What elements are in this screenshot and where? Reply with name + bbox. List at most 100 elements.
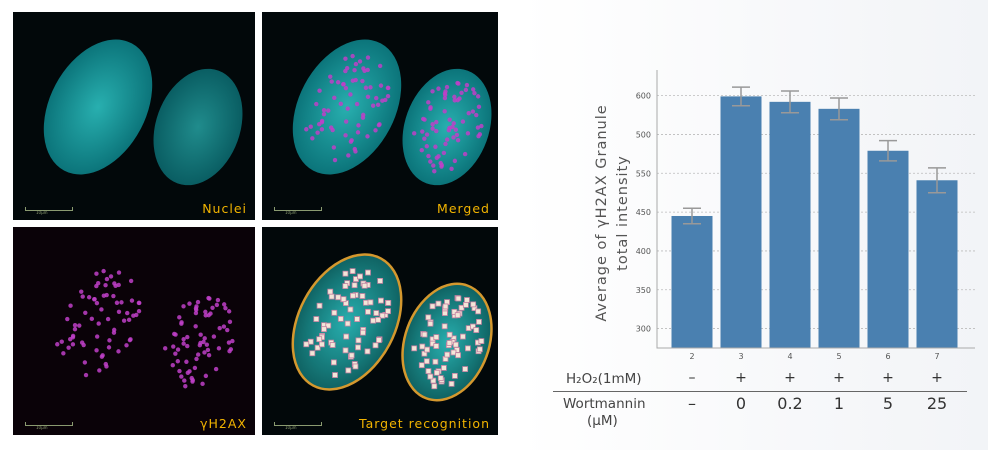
nucleus bbox=[153, 68, 243, 186]
focus-dot bbox=[119, 300, 124, 305]
focus-dot bbox=[200, 381, 205, 387]
focus-box bbox=[345, 367, 352, 374]
focus-dot bbox=[451, 121, 456, 126]
error-bar bbox=[928, 167, 946, 194]
table-cell: + bbox=[882, 370, 894, 386]
scale-bar: 10μm bbox=[25, 422, 73, 430]
focus-box bbox=[462, 366, 469, 372]
focus-dot bbox=[329, 79, 334, 84]
error-bar bbox=[879, 139, 897, 162]
focus-dot bbox=[125, 310, 130, 316]
focus-dot bbox=[380, 98, 385, 103]
focus-box bbox=[470, 301, 477, 308]
focus-dot bbox=[360, 115, 366, 120]
y-tick-label: 350 bbox=[636, 286, 651, 295]
nucleus bbox=[43, 39, 153, 175]
focus-dot bbox=[348, 92, 353, 97]
focus-dot bbox=[419, 147, 424, 153]
focus-dot bbox=[182, 378, 187, 383]
focus-dot bbox=[92, 296, 97, 302]
focus-box bbox=[433, 343, 440, 349]
focus-dot bbox=[449, 166, 454, 172]
focus-box bbox=[337, 315, 344, 322]
y-axis-label: total intensity bbox=[615, 155, 631, 271]
focus-dot bbox=[385, 93, 391, 99]
focus-dot bbox=[434, 155, 440, 160]
bar bbox=[916, 180, 958, 348]
focus-dot bbox=[216, 346, 222, 351]
focus-box bbox=[451, 372, 458, 379]
focus-dot bbox=[116, 270, 122, 275]
focus-box bbox=[316, 302, 323, 309]
y-tick-label: 450 bbox=[636, 208, 651, 217]
focus-dot bbox=[354, 101, 360, 107]
focus-dot bbox=[353, 61, 359, 67]
focus-box bbox=[372, 342, 379, 349]
y-tick-label: 500 bbox=[636, 130, 651, 139]
focus-dot bbox=[206, 353, 212, 358]
focus-box bbox=[349, 268, 356, 275]
focus-dot bbox=[173, 351, 178, 356]
focus-dot bbox=[454, 132, 460, 138]
focus-dot bbox=[66, 345, 71, 350]
focus-dot bbox=[432, 169, 437, 174]
focus-dot bbox=[170, 362, 175, 368]
focus-dot bbox=[181, 304, 186, 309]
focus-box bbox=[361, 282, 368, 289]
focus-dot bbox=[365, 134, 370, 139]
focus-dot bbox=[83, 372, 89, 378]
focus-dot bbox=[350, 53, 355, 59]
x-tick-label: 3 bbox=[738, 352, 743, 360]
table-cell: + bbox=[931, 370, 943, 386]
focus-dot bbox=[438, 160, 443, 166]
focus-dot bbox=[317, 88, 322, 93]
y-axis-label: Average of γH2AX Granule bbox=[594, 104, 610, 321]
focus-box bbox=[351, 282, 358, 289]
focus-dot bbox=[317, 121, 322, 127]
panel-label: γH2AX bbox=[200, 416, 247, 431]
focus-dot bbox=[94, 271, 99, 276]
focus-dot bbox=[375, 102, 381, 108]
focus-dot bbox=[430, 122, 435, 127]
focus-dot bbox=[83, 310, 88, 315]
focus-dot bbox=[357, 59, 363, 64]
panel-nuclei: 10μm Nuclei bbox=[13, 12, 255, 220]
focus-dot bbox=[443, 89, 448, 94]
focus-box bbox=[342, 270, 349, 277]
focus-dot bbox=[226, 309, 232, 314]
panel-label: Nuclei bbox=[202, 201, 247, 216]
focus-dot bbox=[326, 108, 331, 113]
focus-dot bbox=[365, 55, 371, 60]
focus-dot bbox=[447, 117, 452, 122]
focus-dot bbox=[211, 334, 217, 339]
focus-dot bbox=[81, 342, 86, 348]
focus-dot bbox=[137, 300, 142, 306]
panel-target-recognition: 10μm Target recognition bbox=[262, 227, 498, 435]
focus-box bbox=[425, 368, 432, 374]
focus-dot bbox=[464, 82, 470, 88]
focus-dot bbox=[442, 95, 448, 101]
nucleus bbox=[402, 68, 492, 186]
focus-dot bbox=[80, 294, 85, 299]
focus-dot bbox=[386, 85, 391, 91]
focus-box bbox=[321, 326, 327, 333]
table-cell: 1 bbox=[833, 394, 845, 413]
focus-dot bbox=[452, 158, 458, 164]
panel-label: Merged bbox=[437, 201, 490, 216]
focus-dot bbox=[72, 326, 78, 332]
focus-dot bbox=[228, 347, 234, 352]
scale-bar-label: 10μm bbox=[36, 425, 48, 430]
bar bbox=[671, 215, 713, 348]
focus-box bbox=[424, 346, 430, 353]
focus-dot bbox=[217, 325, 222, 331]
focus-box bbox=[446, 340, 453, 346]
focus-dot bbox=[321, 107, 327, 113]
focus-box bbox=[427, 373, 434, 380]
focus-dot bbox=[343, 133, 348, 138]
focus-dot bbox=[378, 83, 384, 88]
focus-box bbox=[459, 333, 466, 340]
nuclei-image bbox=[43, 39, 243, 186]
focus-dot bbox=[314, 101, 319, 107]
y-tick-label: 600 bbox=[636, 92, 651, 101]
focus-dot bbox=[221, 302, 227, 307]
